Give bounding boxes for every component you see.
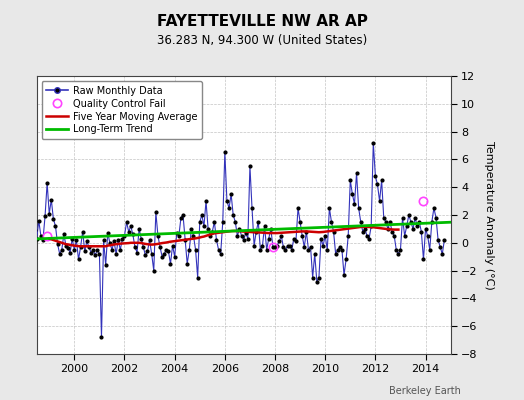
Text: Berkeley Earth: Berkeley Earth bbox=[389, 386, 461, 396]
Y-axis label: Temperature Anomaly (°C): Temperature Anomaly (°C) bbox=[484, 141, 494, 289]
Text: 36.283 N, 94.300 W (United States): 36.283 N, 94.300 W (United States) bbox=[157, 34, 367, 47]
Text: FAYETTEVILLE NW AR AP: FAYETTEVILLE NW AR AP bbox=[157, 14, 367, 29]
Legend: Raw Monthly Data, Quality Control Fail, Five Year Moving Average, Long-Term Tren: Raw Monthly Data, Quality Control Fail, … bbox=[41, 81, 202, 139]
